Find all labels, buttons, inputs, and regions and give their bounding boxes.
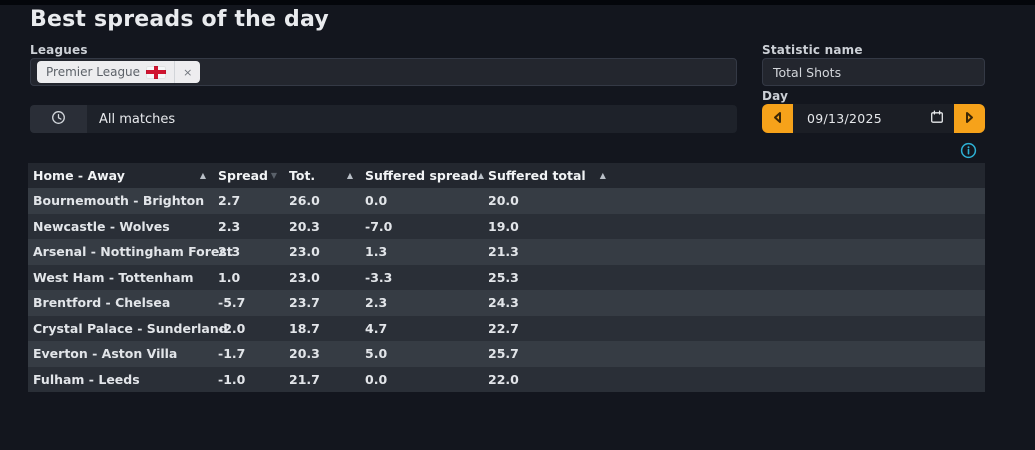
sort-asc-icon[interactable]: ▲ <box>477 170 485 180</box>
cell-suffered_spread: 1.3 <box>365 244 388 260</box>
column-label: Suffered spread <box>365 168 478 183</box>
cell-suffered_spread: 2.3 <box>365 295 388 311</box>
cell-spread: -1.0 <box>218 371 246 387</box>
leagues-label: Leagues <box>30 43 88 57</box>
cell-match: West Ham - Tottenham <box>33 269 194 285</box>
cell-spread: -5.7 <box>218 295 246 311</box>
cell-suffered_spread: -7.0 <box>365 218 393 234</box>
cell-suffered_spread: -3.3 <box>365 269 393 285</box>
sort-asc-icon[interactable]: ▲ <box>599 170 606 180</box>
time-icon-cell <box>30 105 87 133</box>
leagues-select[interactable]: Premier League × <box>30 58 737 86</box>
cell-tot: 23.0 <box>289 244 320 260</box>
cell-suffered_total: 19.0 <box>488 218 519 234</box>
column-header-spread[interactable]: Spread ▼ <box>213 163 284 188</box>
column-header-tot[interactable]: Tot. ▲ <box>284 163 360 188</box>
cell-suffered_spread: 0.0 <box>365 193 388 209</box>
cell-tot: 23.7 <box>289 295 320 311</box>
cell-suffered_total: 20.0 <box>488 193 519 209</box>
previous-day-button[interactable] <box>762 104 793 133</box>
spreads-table: Home - Away ▲ Spread ▼ Tot. ▲ Suffered spread ▲… <box>28 163 985 392</box>
next-arrow-icon <box>964 111 975 127</box>
cell-match: Arsenal - Nottingham Forest <box>33 244 233 260</box>
close-icon: × <box>183 65 193 79</box>
prev-arrow-icon <box>772 111 783 127</box>
cell-spread: 1.0 <box>218 269 241 285</box>
cell-spread: 2.3 <box>218 218 241 234</box>
cell-spread: 2.3 <box>218 244 241 260</box>
date-input[interactable]: 09/13/2025 <box>793 104 954 133</box>
cell-tot: 20.3 <box>289 218 320 234</box>
cell-suffered_spread: 5.0 <box>365 346 388 362</box>
table-row[interactable]: Arsenal - Nottingham Forest 2.3 23.0 1.3 21.… <box>28 239 985 265</box>
cell-tot: 21.7 <box>289 371 320 387</box>
statistic-name-label: Statistic name <box>762 43 863 57</box>
table-row[interactable]: Bournemouth - Brighton 2.7 26.0 0.0 20.0 <box>28 188 985 214</box>
cell-spread: -2.0 <box>218 320 246 336</box>
cell-suffered_total: 24.3 <box>488 295 519 311</box>
table-row[interactable]: West Ham - Tottenham 1.0 23.0 -3.3 25.3 <box>28 264 985 290</box>
cell-tot: 20.3 <box>289 346 320 362</box>
time-filter-select[interactable]: All matches <box>30 105 737 133</box>
column-header-match[interactable]: Home - Away ▲ <box>28 163 213 188</box>
sort-asc-icon[interactable]: ▲ <box>346 170 353 180</box>
column-label: Suffered total <box>488 168 586 183</box>
cell-suffered_total: 25.7 <box>488 346 519 362</box>
table-row[interactable]: Everton - Aston Villa -1.7 20.3 5.0 25.7 <box>28 341 985 367</box>
calendar-icon[interactable] <box>930 110 944 127</box>
info-icon[interactable] <box>960 142 977 159</box>
chip-remove-button[interactable]: × <box>174 61 200 83</box>
clock-icon <box>51 110 66 129</box>
sort-desc-icon[interactable]: ▼ <box>270 170 277 180</box>
column-header-suffered_spread[interactable]: Suffered spread ▲ <box>360 163 485 188</box>
page-title: Best spreads of the day <box>30 7 329 32</box>
statistic-input[interactable]: Total Shots <box>762 58 985 86</box>
sort-asc-icon[interactable]: ▲ <box>199 170 206 180</box>
cell-match: Brentford - Chelsea <box>33 295 171 311</box>
column-label: Home - Away <box>33 168 125 183</box>
table-row[interactable]: Brentford - Chelsea -5.7 23.7 2.3 24.3 <box>28 290 985 316</box>
table-row[interactable]: Fulham - Leeds -1.0 21.7 0.0 22.0 <box>28 366 985 392</box>
cell-suffered_total: 22.0 <box>488 371 519 387</box>
league-chip-label: Premier League <box>46 65 141 79</box>
cell-suffered_total: 22.7 <box>488 320 519 336</box>
table-row[interactable]: Newcastle - Wolves 2.3 20.3 -7.0 19.0 <box>28 213 985 239</box>
cell-match: Bournemouth - Brighton <box>33 193 205 209</box>
column-label: Tot. <box>289 168 316 183</box>
cell-spread: -1.7 <box>218 346 246 362</box>
cell-suffered_total: 21.3 <box>488 244 519 260</box>
table-header: Home - Away ▲ Spread ▼ Tot. ▲ Suffered spread ▲… <box>28 163 985 188</box>
cell-suffered_spread: 0.0 <box>365 371 388 387</box>
england-flag-icon <box>146 65 167 79</box>
cell-tot: 18.7 <box>289 320 320 336</box>
day-picker: 09/13/2025 <box>762 104 985 133</box>
next-day-button[interactable] <box>954 104 985 133</box>
date-value: 09/13/2025 <box>807 111 883 126</box>
cell-suffered_total: 25.3 <box>488 269 519 285</box>
cell-suffered_spread: 4.7 <box>365 320 388 336</box>
cell-tot: 26.0 <box>289 193 320 209</box>
table-body: Bournemouth - Brighton 2.7 26.0 0.0 20.0 Newc… <box>28 188 985 392</box>
cell-match: Newcastle - Wolves <box>33 218 170 234</box>
column-header-suffered_total[interactable]: Suffered total ▲ <box>483 163 985 188</box>
day-label: Day <box>762 89 789 103</box>
time-filter-value: All matches <box>87 105 737 133</box>
cell-tot: 23.0 <box>289 269 320 285</box>
cell-match: Crystal Palace - Sunderland <box>33 320 228 336</box>
league-chip: Premier League × <box>37 61 201 83</box>
cell-match: Fulham - Leeds <box>33 371 140 387</box>
column-label: Spread <box>218 168 268 183</box>
cell-match: Everton - Aston Villa <box>33 346 178 362</box>
table-row[interactable]: Crystal Palace - Sunderland -2.0 18.7 4.7 22… <box>28 315 985 341</box>
cell-spread: 2.7 <box>218 193 241 209</box>
top-edge-strip <box>0 0 1035 5</box>
